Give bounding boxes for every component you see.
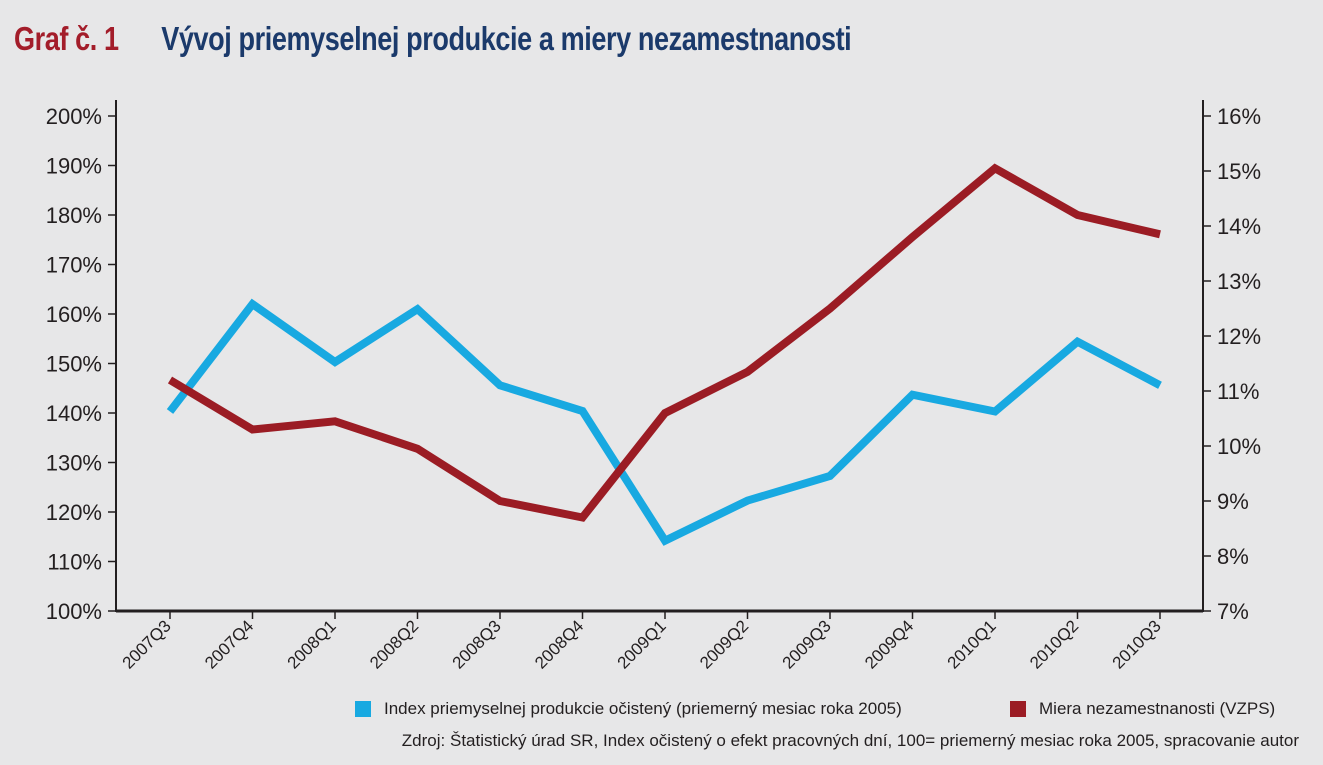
x-tick-label: 2010Q3 xyxy=(1109,616,1165,672)
left-tick-label: 100% xyxy=(46,599,102,624)
x-tick-label: 2008Q2 xyxy=(366,616,422,672)
left-tick-label: 190% xyxy=(46,154,102,179)
legend-swatch-unemployment xyxy=(1010,701,1026,717)
chart-title: Vývoj priemyselnej produkcie a miery nez… xyxy=(161,20,852,57)
x-tick-label: 2008Q4 xyxy=(531,616,587,672)
chart-svg: 100% 110% 120% 130% 140% 150% 160% 170% 180% 190%… xyxy=(46,100,1261,673)
left-tick-label: 150% xyxy=(46,352,102,377)
legend-item-unemployment: Miera nezamestnanosti (VZPS) xyxy=(1010,699,1275,719)
left-tick-label: 180% xyxy=(46,203,102,228)
right-tick-label: 7% xyxy=(1217,599,1249,624)
left-tick-label: 130% xyxy=(46,451,102,476)
x-tick-label: 2010Q1 xyxy=(944,616,1000,672)
left-tick-label: 140% xyxy=(46,401,102,426)
x-tick-label: 2010Q2 xyxy=(1026,616,1082,672)
right-tick-label: 12% xyxy=(1217,324,1261,349)
right-tick-label: 8% xyxy=(1217,544,1249,569)
x-tick-label: 2009Q4 xyxy=(861,616,917,672)
x-tick-label: 2008Q1 xyxy=(284,616,340,672)
x-tick-label: 2007Q4 xyxy=(201,616,257,672)
right-tick-label: 10% xyxy=(1217,434,1261,459)
right-tick-label: 11% xyxy=(1217,379,1259,404)
right-tick-label: 14% xyxy=(1217,214,1261,239)
chart-title-row: Graf č. 1 Vývoj priemyselnej produkcie a … xyxy=(14,20,852,58)
x-tick-label: 2009Q2 xyxy=(696,616,752,672)
x-tick-label: 2008Q3 xyxy=(449,616,505,672)
right-tick-label: 16% xyxy=(1217,104,1261,129)
left-tick-label: 200% xyxy=(46,104,102,129)
legend-label-index: Index priemyselnej produkcie očistený (p… xyxy=(384,699,902,718)
left-tick-label: 120% xyxy=(46,500,102,525)
chart-label: Graf č. 1 xyxy=(14,20,119,57)
left-tick-label: 110% xyxy=(47,550,102,575)
series-line-unemployment xyxy=(167,163,1161,522)
left-tick-label: 170% xyxy=(46,253,102,278)
right-tick-label: 9% xyxy=(1217,489,1249,514)
source-note: Zdroj: Štatistický úrad SR, Index očiste… xyxy=(401,731,1299,750)
right-tick-label: 13% xyxy=(1217,269,1261,294)
legend-swatch-index xyxy=(355,701,371,717)
legend-item-index: Index priemyselnej produkcie očistený (p… xyxy=(355,699,902,719)
right-tick-label: 15% xyxy=(1217,159,1261,184)
x-tick-label: 2009Q3 xyxy=(779,616,835,672)
x-tick-label: 2007Q3 xyxy=(119,616,175,672)
legend-label-unemployment: Miera nezamestnanosti (VZPS) xyxy=(1039,699,1276,718)
x-tick-label: 2009Q1 xyxy=(614,616,670,672)
left-tick-label: 160% xyxy=(46,302,102,327)
